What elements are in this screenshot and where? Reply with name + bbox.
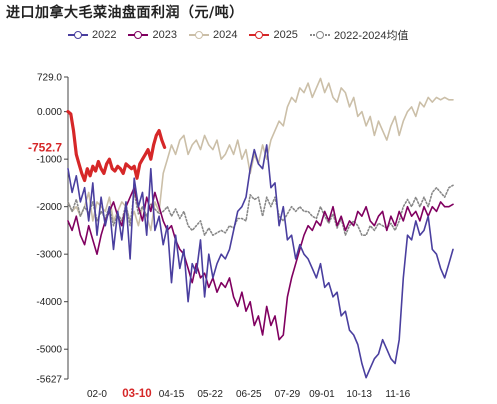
x-tick-label: 11-16 — [385, 389, 410, 400]
legend-item[interactable]: 2025 — [249, 29, 298, 41]
x-tick-label: 10-13 — [346, 389, 372, 400]
y-tick-label: -2000 — [36, 202, 62, 213]
x-tick-label: 05-22 — [197, 389, 223, 400]
series-line-2023 — [67, 186, 454, 341]
series-line-2025 — [66, 109, 167, 183]
x-tick-label: 07-29 — [275, 389, 301, 400]
legend-label: 2024 — [212, 29, 238, 41]
x-tick-label: 04-15 — [159, 389, 185, 400]
x-tick-label: 09-01 — [309, 389, 335, 400]
legend-item[interactable]: 2024 — [188, 29, 238, 41]
x-tick-label: 06-25 — [236, 389, 262, 400]
legend-label: 2023 — [152, 29, 177, 41]
y-tick-label: -5000 — [36, 345, 62, 356]
y-tick-label: -3000 — [36, 250, 62, 261]
chart-legend: 2022 2023 2024 2025 2022-2024均值 — [68, 27, 409, 43]
legend-item[interactable]: 2022 — [68, 29, 116, 41]
y-tick-label: 0.000 — [37, 107, 62, 118]
legend-swatch — [249, 30, 270, 40]
x-tick-label: 02-0 — [87, 389, 107, 400]
legend-item[interactable]: 2022-2024均值 — [309, 27, 409, 43]
legend-swatch — [128, 30, 149, 40]
legend-swatch — [309, 30, 330, 40]
legend-swatch — [68, 30, 88, 40]
x-tick-label: 03-10 — [122, 388, 151, 400]
series-line-2022 — [67, 144, 454, 379]
legend-label: 2022-2024均值 — [333, 30, 409, 42]
legend-label: 2022 — [92, 29, 117, 41]
legend-item[interactable]: 2023 — [128, 29, 177, 41]
legend-label: 2025 — [273, 29, 298, 41]
chart-title: 进口加拿大毛菜油盘面利润（元/吨） — [6, 5, 244, 21]
y-tick-label: -5627 — [36, 375, 62, 386]
y-tick-label: -1000 — [36, 155, 62, 166]
last-value-label: -752.7 — [28, 140, 62, 154]
legend-swatch — [188, 30, 209, 40]
y-tick-label: -4000 — [36, 297, 62, 308]
y-tick-label: 729.0 — [37, 73, 62, 84]
